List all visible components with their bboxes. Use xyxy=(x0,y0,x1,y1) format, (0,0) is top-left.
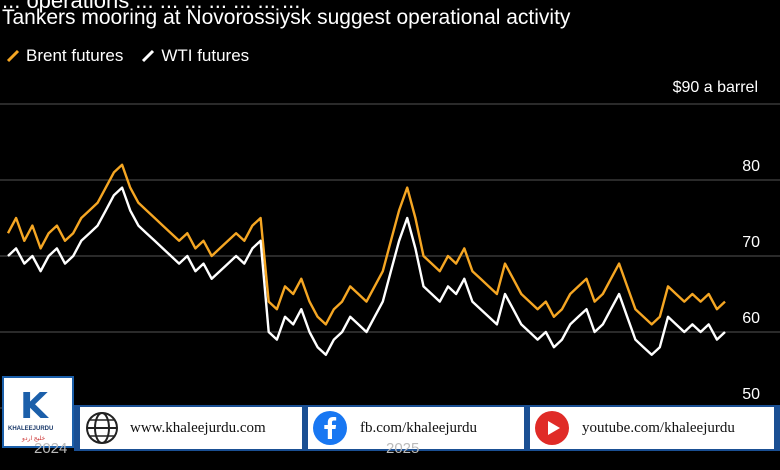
facebook-link[interactable]: fb.com/khaleejurdu xyxy=(360,419,478,436)
y-tick-label-80: 80 xyxy=(742,158,760,175)
youtube-icon xyxy=(535,411,569,445)
headline-partial: ... operations ... ... ... ... ... ... .… xyxy=(2,0,301,13)
logo-k-mark-icon: K xyxy=(20,386,48,427)
legend-item-wti: WTI futures xyxy=(141,46,249,66)
youtube-box[interactable]: youtube.com/khaleejurdu xyxy=(530,407,774,449)
youtube-link[interactable]: youtube.com/khaleejurdu xyxy=(582,419,735,436)
y-tick-label-60: 60 xyxy=(742,310,760,327)
y-tick-label-70: 70 xyxy=(742,234,760,251)
legend: Brent futures WTI futures xyxy=(6,46,249,66)
facebook-box[interactable]: fb.com/khaleejurdu xyxy=(308,407,524,449)
logo-name: KHALEEJURDU xyxy=(8,426,54,432)
unit-label: $90 a barrel xyxy=(672,79,758,96)
series-line-brent xyxy=(6,163,726,326)
wti-swatch-icon xyxy=(142,49,155,63)
series-line-wti xyxy=(7,186,726,356)
brent-swatch-icon xyxy=(6,49,20,63)
globe-icon xyxy=(86,412,118,444)
y-tick-label-50: 50 xyxy=(742,386,760,403)
logo-arabic: خليج اردو xyxy=(22,436,46,442)
khaleejurdu-logo: K KHALEEJURDU خليج اردو xyxy=(2,376,74,448)
social-bar: www.khaleejurdu.com fb.com/khaleejurdu y… xyxy=(74,405,780,451)
website-box[interactable]: www.khaleejurdu.com xyxy=(80,407,302,449)
chart-subtitle: Tankers mooring at Novorossiysk suggest … xyxy=(2,6,571,29)
legend-label-brent: Brent futures xyxy=(26,46,124,65)
legend-item-brent: Brent futures xyxy=(6,46,123,66)
website-link[interactable]: www.khaleejurdu.com xyxy=(130,419,266,436)
facebook-icon xyxy=(313,411,347,445)
legend-label-wti: WTI futures xyxy=(161,46,250,65)
x-tick-label-2025: 2025 xyxy=(386,440,420,457)
x-tick-label-2024: 2024 xyxy=(34,440,68,457)
